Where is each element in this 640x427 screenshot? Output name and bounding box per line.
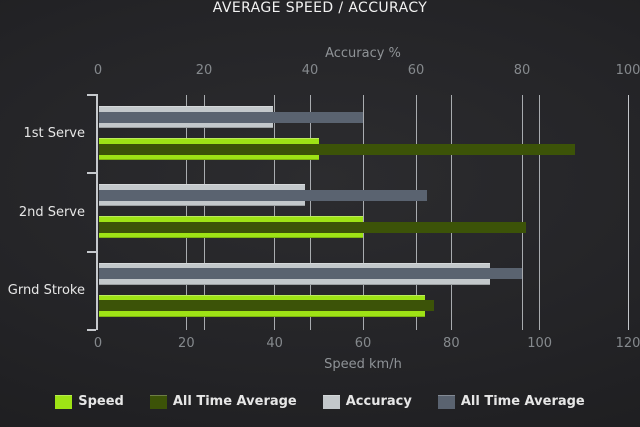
y-axis-tick [87, 94, 96, 96]
bottom-gridline-120 [627, 95, 629, 330]
bottom-axis-tick-60: 60 [354, 336, 372, 351]
legend-item-accuracy[interactable]: Accuracy [322, 394, 412, 409]
y-axis-line [96, 94, 98, 330]
bottom-gridline-40 [274, 95, 276, 330]
bar-grnd-stroke-accuracy-all-time-average [99, 268, 522, 280]
legend-swatch-accuracy [322, 394, 340, 409]
top-gridline-80 [521, 95, 523, 330]
y-axis-tick [87, 329, 96, 331]
category-label-grnd-stroke: Grnd Stroke [7, 282, 85, 298]
top-gridline-60 [415, 95, 417, 330]
legend-swatch-speed [55, 394, 73, 409]
legend-label-accuracy-all-time-average: All Time Average [460, 394, 585, 409]
bottom-axis-tick-120: 120 [615, 336, 640, 351]
top-gridline-40 [309, 95, 311, 330]
bar-1st-serve-speed-all-time-average [99, 143, 575, 155]
legend-label-accuracy: Accuracy [345, 394, 412, 409]
bottom-axis-tick-20: 20 [178, 336, 195, 351]
bar-grnd-stroke-speed-all-time-average [99, 300, 434, 312]
y-axis-tick [87, 172, 96, 175]
legend-label-speed: Speed [78, 394, 124, 409]
bottom-gridline-100 [539, 95, 541, 330]
bottom-axis-tick-0: 0 [93, 336, 103, 351]
category-label-2nd-serve: 2nd Serve [18, 204, 85, 220]
bottom-axis-tick-80: 80 [443, 336, 460, 351]
y-axis-tick [87, 250, 96, 253]
top-axis-tick-20: 20 [195, 63, 213, 78]
bar-1st-serve-accuracy-all-time-average [99, 111, 363, 123]
legend: Speed All Time Average Accuracy All Time Av… [0, 394, 640, 409]
legend-item-accuracy-all-time-average[interactable]: All Time Average [437, 394, 585, 409]
bottom-axis-title: Speed km/h [324, 357, 402, 372]
legend-label-speed-all-time-average: All Time Average [172, 394, 297, 409]
top-axis-tick-80: 80 [513, 63, 531, 78]
top-gridline-20 [203, 95, 205, 330]
bottom-gridline-20 [185, 95, 187, 330]
bottom-axis-tick-100: 100 [527, 336, 553, 351]
category-label-1st-serve: 1st Serve [23, 126, 85, 142]
top-axis-title: Accuracy % [325, 46, 401, 61]
top-axis-tick-40: 40 [301, 63, 319, 78]
bar-2nd-serve-speed-all-time-average [99, 221, 527, 233]
chart-title: AVERAGE SPEED / ACCURACY [212, 0, 428, 16]
bottom-axis-tick-40: 40 [266, 336, 283, 351]
top-axis-tick-0: 0 [93, 63, 103, 78]
legend-item-speed[interactable]: Speed [55, 394, 124, 409]
bar-2nd-serve-accuracy-all-time-average [99, 189, 427, 201]
bottom-gridline-80 [450, 95, 452, 330]
top-axis-tick-60: 60 [407, 63, 425, 78]
legend-swatch-speed-all-time-average [149, 394, 167, 409]
legend-swatch-accuracy-all-time-average [437, 394, 455, 409]
legend-item-speed-all-time-average[interactable]: All Time Average [149, 394, 297, 409]
top-axis-tick-100: 100 [615, 63, 640, 78]
bottom-gridline-60 [362, 95, 364, 330]
